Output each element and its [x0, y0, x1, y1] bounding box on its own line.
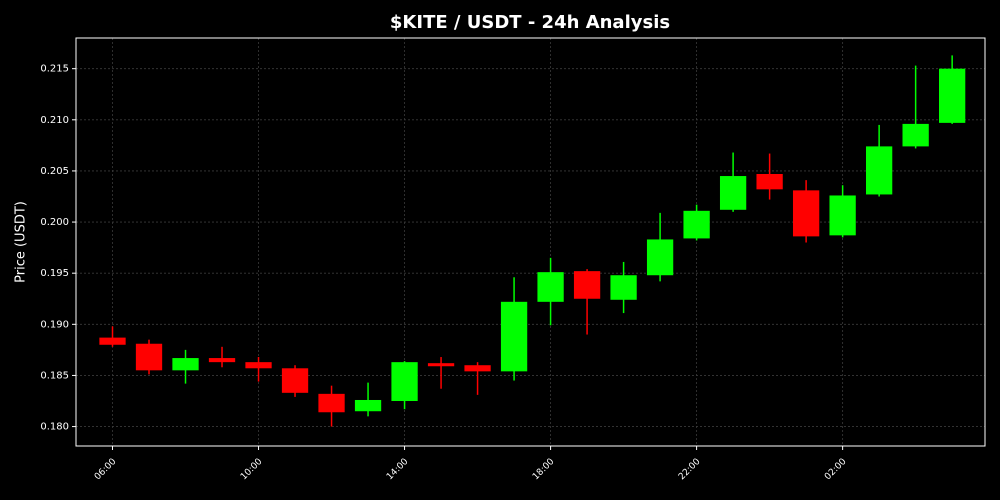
y-tick-label: 0.185	[40, 370, 69, 381]
candle-body	[683, 210, 710, 239]
x-tick-label: 22:00	[677, 457, 703, 483]
y-tick-label: 0.215	[40, 64, 69, 75]
candle-body	[792, 190, 820, 237]
candle-body	[135, 343, 163, 371]
candle-body	[354, 399, 382, 412]
candle-body	[318, 393, 345, 413]
y-tick-label: 0.210	[40, 115, 69, 126]
candle-body	[500, 301, 528, 372]
candle-body	[829, 195, 856, 236]
x-tick-label: 06:00	[93, 457, 119, 483]
y-tick-label: 0.195	[40, 268, 69, 279]
candle-body	[99, 337, 126, 345]
candle-body	[391, 362, 418, 402]
candle-body	[865, 146, 893, 195]
candle-body	[756, 174, 783, 190]
x-tick-label: 02:00	[823, 457, 849, 483]
candle-body	[939, 68, 966, 123]
candle-body	[610, 275, 637, 300]
candle-body	[208, 358, 236, 363]
candle-body	[464, 365, 491, 372]
candle-body	[719, 176, 747, 210]
plot-frame	[75, 37, 986, 447]
y-tick-label: 0.190	[40, 319, 69, 330]
candle-body	[427, 363, 455, 367]
y-axis-label: Price (USDT)	[14, 201, 29, 283]
candle-body	[902, 123, 929, 147]
candle-body	[281, 368, 309, 393]
candle-body	[646, 239, 674, 276]
chart-title: $KITE / USDT - 24h Analysis	[390, 12, 670, 33]
x-tick-label: 10:00	[239, 457, 265, 483]
candle-body	[245, 362, 272, 369]
x-tick-label: 14:00	[385, 457, 411, 483]
x-tick-label: 18:00	[531, 457, 557, 483]
y-tick-label: 0.200	[40, 217, 69, 228]
candle-body	[172, 358, 199, 371]
candle-body	[537, 272, 564, 302]
candle-body	[573, 271, 601, 299]
y-tick-label: 0.180	[40, 422, 69, 433]
y-tick-label: 0.205	[40, 166, 69, 177]
